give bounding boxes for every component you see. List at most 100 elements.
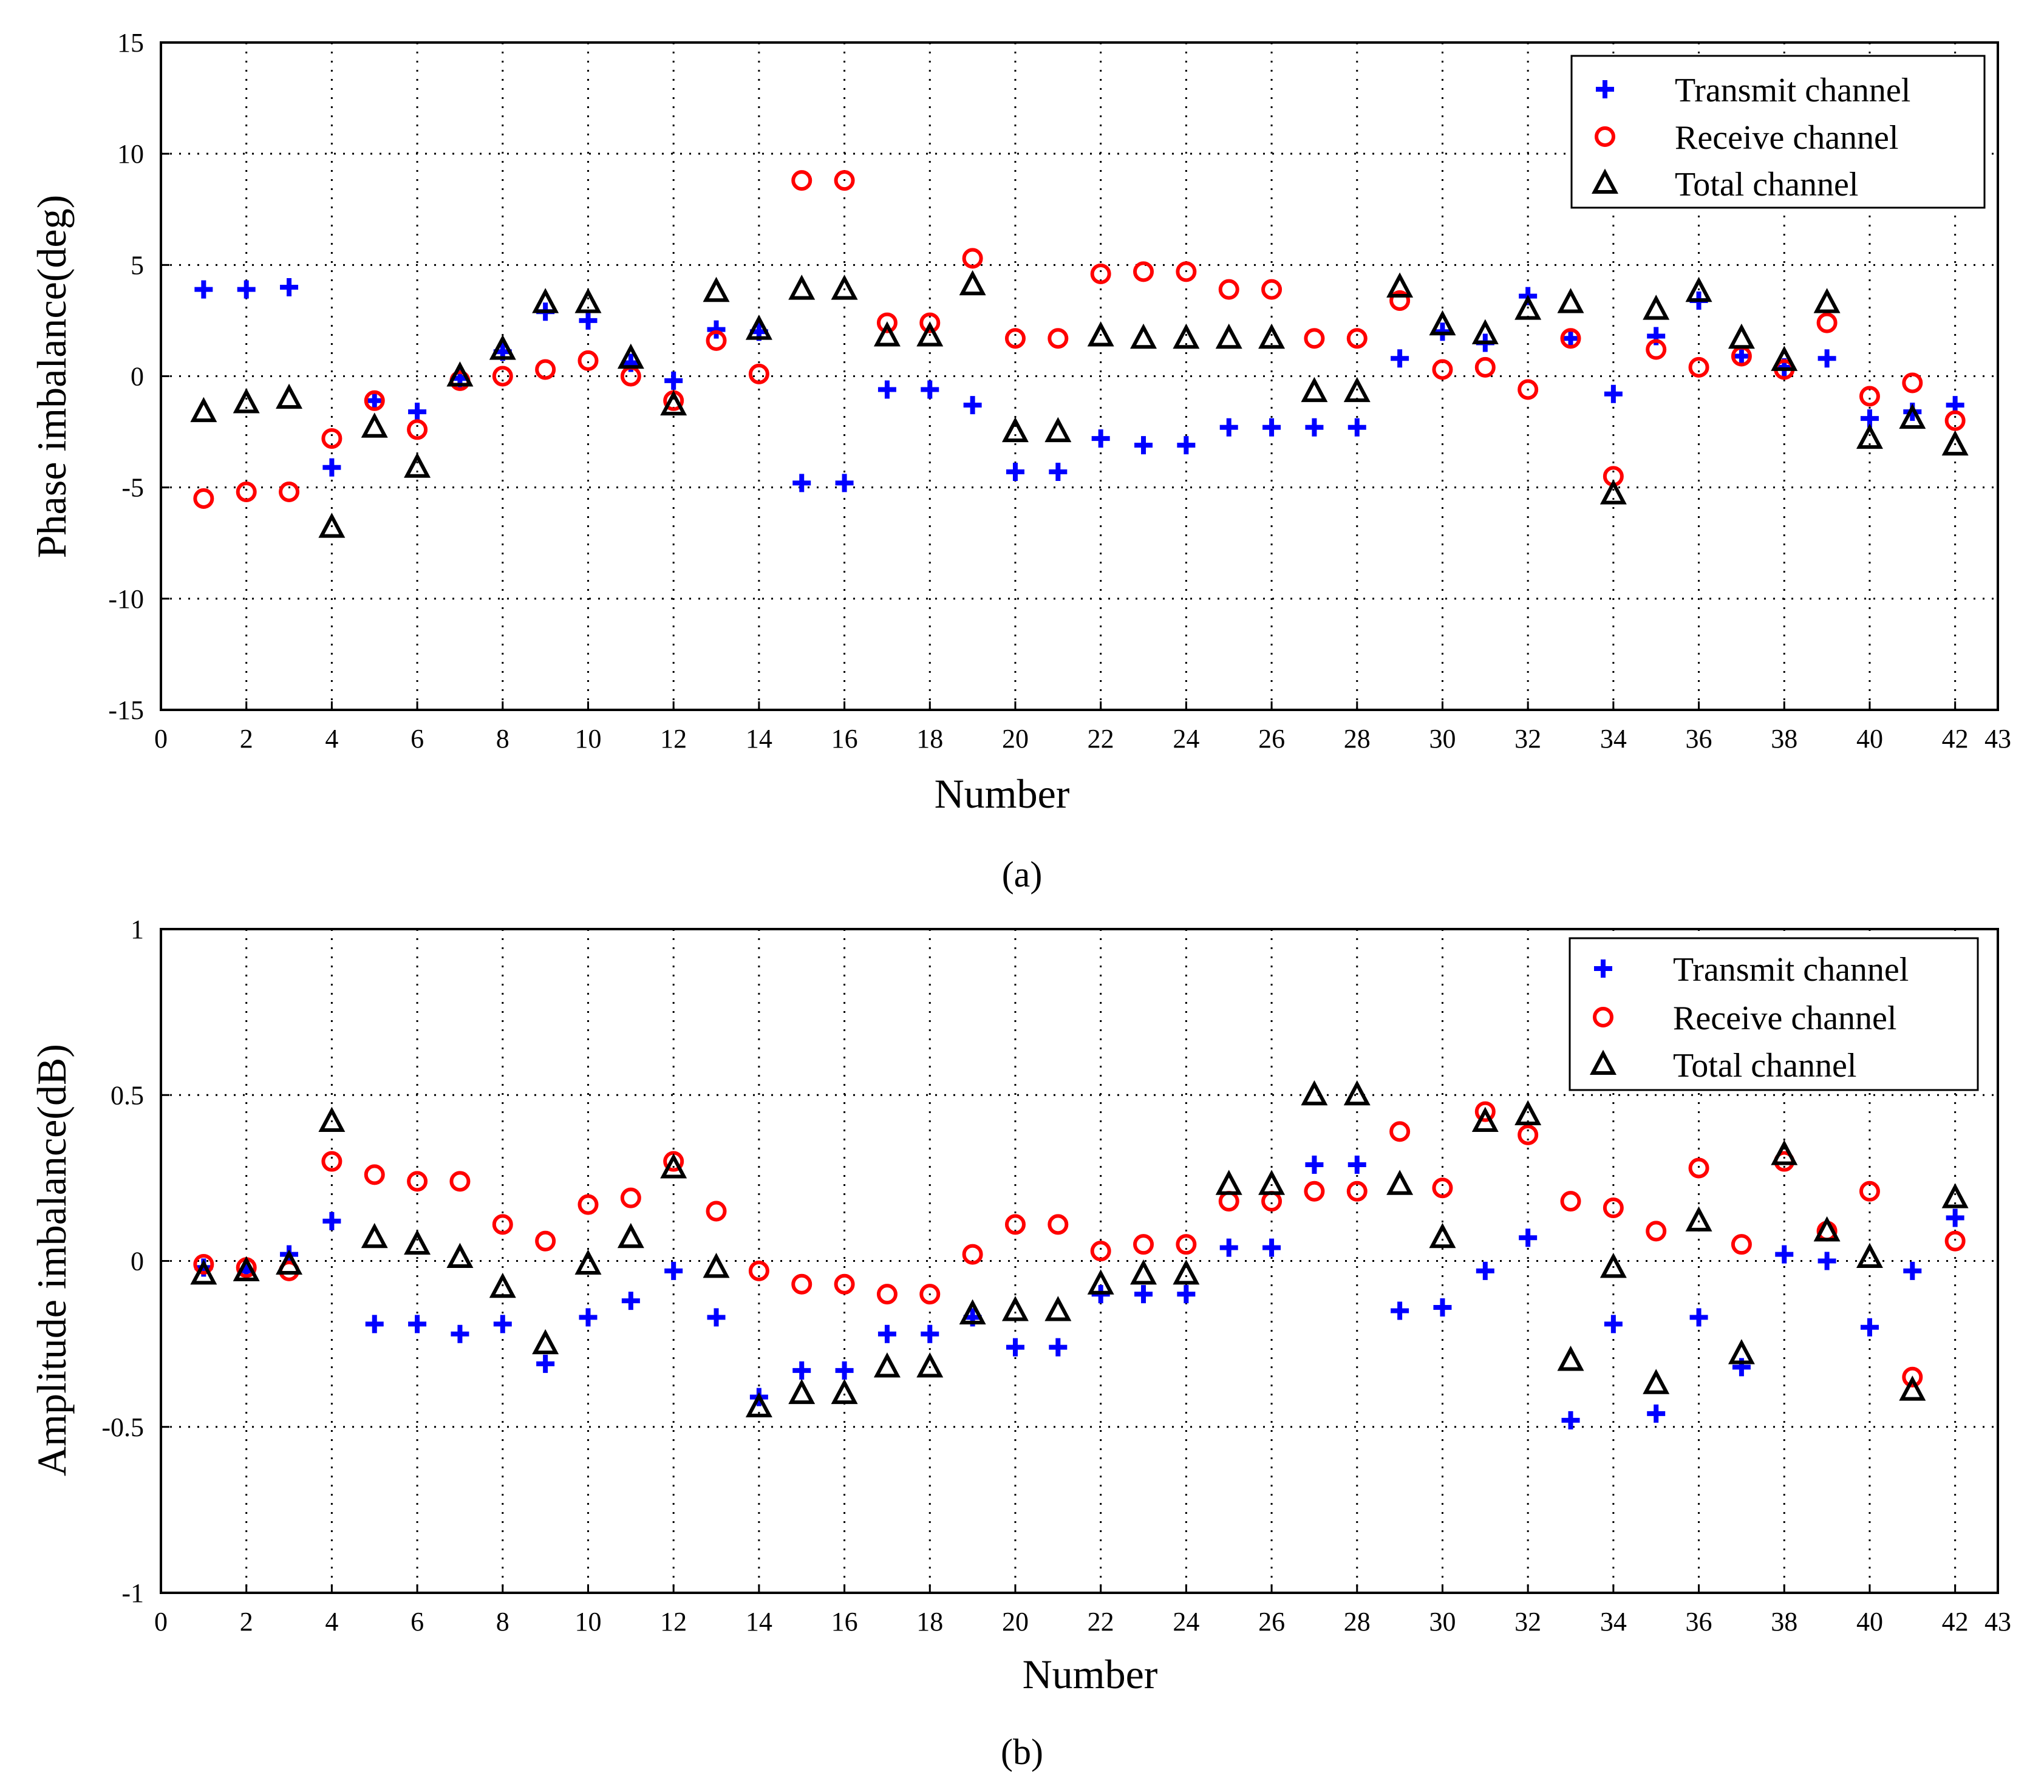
x-tick-label-b: 26 xyxy=(1258,1607,1285,1637)
data-point-circle-a xyxy=(193,488,214,509)
data-point-triangle-b xyxy=(1728,1339,1755,1364)
x-tick-label-b: 24 xyxy=(1173,1607,1199,1637)
data-point-circle-b xyxy=(1133,1234,1154,1255)
data-point-plus-b xyxy=(1647,1404,1666,1423)
data-point-plus-a xyxy=(792,474,811,492)
data-point-triangle-a xyxy=(1044,417,1072,443)
y-tick-label-a: 10 xyxy=(117,139,144,169)
legend-b: Transmit channel Receive channel Total c… xyxy=(1569,937,1979,1091)
data-point-circle-a xyxy=(962,248,983,269)
x-tick-label-a: 40 xyxy=(1856,724,1883,754)
x-tick-label-a: 16 xyxy=(831,724,858,754)
data-point-plus-b xyxy=(1219,1238,1238,1257)
data-point-triangle-a xyxy=(574,288,602,313)
data-point-circle-b xyxy=(1090,1241,1111,1262)
data-point-circle-b xyxy=(407,1171,428,1192)
data-point-triangle-a xyxy=(1514,295,1542,320)
data-point-triangle-b xyxy=(190,1259,217,1285)
data-point-circle-a xyxy=(1048,328,1069,349)
panel-label-a: (a) xyxy=(1002,854,1043,894)
data-point-plus-a xyxy=(1433,322,1452,341)
data-point-circle-a xyxy=(1646,339,1667,360)
data-point-triangle-a xyxy=(1429,310,1456,336)
data-point-circle-a xyxy=(321,428,342,449)
panel-label-b: (b) xyxy=(1001,1732,1043,1772)
data-point-plus-b xyxy=(322,1211,341,1230)
x-tick-label-a: 10 xyxy=(574,724,601,754)
data-point-plus-a xyxy=(237,280,256,299)
y-tick-label-a: -10 xyxy=(108,584,144,614)
data-point-plus-a xyxy=(1561,329,1580,348)
data-point-triangle-a xyxy=(1813,288,1841,313)
data-point-circle-a xyxy=(1090,263,1111,284)
y-tick-label-a: 0 xyxy=(131,362,144,392)
data-point-triangle-a xyxy=(361,412,388,438)
data-point-triangle-b xyxy=(745,1392,772,1417)
data-point-circle-a xyxy=(1004,328,1026,349)
x-axis-title-b: Number xyxy=(1023,1651,1158,1697)
data-point-triangle-a xyxy=(1557,288,1584,313)
data-point-triangle-a xyxy=(1087,321,1114,347)
data-point-plus-a xyxy=(707,320,726,339)
data-point-circle-a xyxy=(919,312,941,333)
data-point-triangle-a xyxy=(233,388,260,414)
data-point-plus-a xyxy=(921,380,939,399)
data-point-circle-b xyxy=(535,1230,556,1252)
data-point-plus-b xyxy=(1561,1411,1580,1429)
data-point-circle-b xyxy=(706,1201,727,1222)
data-point-circle-b xyxy=(1474,1101,1496,1122)
data-point-circle-b xyxy=(1048,1214,1069,1235)
legend-item-total-a: Total channel xyxy=(1592,166,1858,203)
data-point-triangle-b xyxy=(873,1352,901,1378)
data-point-plus-b xyxy=(1946,1208,1964,1227)
y-tick-label-b: -1 xyxy=(121,1578,144,1608)
legend-circle-icon-b xyxy=(1593,1007,1613,1027)
data-point-circle-a xyxy=(834,170,855,191)
data-point-plus-a xyxy=(1817,349,1836,368)
data-point-plus-b xyxy=(536,1354,555,1373)
data-point-plus-a xyxy=(1177,436,1196,455)
data-point-triangle-b xyxy=(1258,1170,1286,1195)
data-point-circle-a xyxy=(577,350,599,371)
x-tick-label-b: 42 xyxy=(1942,1607,1969,1637)
x-tick-label-b: 43 xyxy=(1984,1607,2011,1637)
data-point-circle-b xyxy=(1688,1157,1709,1179)
legend-plus-icon-a xyxy=(1596,80,1614,98)
data-point-triangle-b xyxy=(1514,1100,1542,1126)
data-point-triangle-a xyxy=(1301,376,1328,403)
data-point-plus-a xyxy=(1219,418,1238,437)
data-point-triangle-a xyxy=(873,321,901,347)
data-point-triangle-b xyxy=(1301,1080,1328,1106)
x-tick-label-a: 0 xyxy=(154,724,168,754)
data-point-circle-a xyxy=(1432,359,1453,380)
data-point-triangle-b xyxy=(574,1249,602,1275)
data-point-circle-a xyxy=(876,312,898,333)
data-point-circle-a xyxy=(1218,279,1239,300)
data-point-plus-b xyxy=(1177,1285,1196,1304)
data-point-triangle-b xyxy=(1471,1106,1499,1132)
data-point-triangle-a xyxy=(404,452,431,478)
data-point-plus-b xyxy=(921,1324,939,1343)
data-point-circle-a xyxy=(1176,261,1197,282)
data-point-triangle-a xyxy=(1899,403,1926,429)
data-point-triangle-b xyxy=(1643,1369,1670,1394)
circle-icon xyxy=(1593,1007,1613,1027)
data-point-triangle-b xyxy=(1685,1206,1712,1232)
data-point-plus-b xyxy=(493,1315,512,1334)
data-point-plus-a xyxy=(365,391,384,410)
data-point-circle-b xyxy=(1646,1221,1667,1242)
data-point-plus-b xyxy=(1689,1308,1708,1327)
x-tick-label-b: 6 xyxy=(411,1607,424,1637)
data-point-circle-b xyxy=(364,1164,385,1185)
x-tick-label-b: 40 xyxy=(1856,1607,1883,1637)
y-tick-label-b: 0 xyxy=(131,1247,144,1276)
chart-a: 0 2 4 6 8 10 12 14 16 18 20 22 24 26 28 30 32 34 36 38 40 42 4… xyxy=(29,28,2011,894)
x-tick-label-b: 16 xyxy=(831,1607,858,1637)
data-point-plus-b xyxy=(1006,1338,1024,1357)
x-tick-label-a: 26 xyxy=(1258,724,1285,754)
x-tick-label-a: 32 xyxy=(1514,724,1541,754)
data-point-plus-a xyxy=(322,458,341,477)
data-point-plus-a xyxy=(835,474,854,492)
data-point-triangle-b xyxy=(1173,1259,1200,1285)
